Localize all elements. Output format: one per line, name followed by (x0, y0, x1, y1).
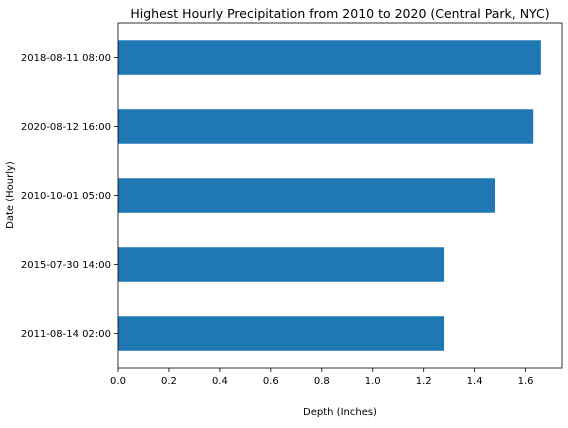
x-tick-label: 0.4 (212, 376, 228, 387)
x-tick-label: 0.0 (110, 376, 126, 387)
x-tick-label: 1.4 (467, 376, 483, 387)
x-tick-label: 1.6 (518, 376, 534, 387)
y-tick-label: 2018-08-11 08:00 (21, 53, 111, 64)
x-tick-label: 1.0 (365, 376, 381, 387)
y-tick-label: 2010-10-01 05:00 (21, 191, 111, 202)
y-axis: 2018-08-11 08:00 2020-08-12 16:00 2010-10-… (21, 53, 118, 340)
y-tick-label: 2011-08-14 02:00 (21, 329, 111, 340)
x-tick-label: 1.2 (416, 376, 432, 387)
bar (118, 109, 534, 144)
plot-frame (117, 22, 563, 369)
bar (118, 40, 541, 75)
y-tick-label: 2015-07-30 14:00 (21, 260, 111, 271)
bar (118, 316, 445, 351)
bar (118, 178, 496, 213)
bar (118, 247, 445, 282)
x-tick-label: 0.6 (263, 376, 279, 387)
x-axis: 0.0 0.2 0.4 0.6 0.8 1.0 1.2 1.4 1.6 (110, 368, 534, 387)
y-tick-label: 2020-08-12 16:00 (21, 122, 111, 133)
x-axis-label: Depth (Inches) (303, 407, 377, 418)
x-tick-label: 0.2 (161, 376, 177, 387)
y-axis-label: Date (Hourly) (5, 161, 16, 229)
x-tick-label: 0.8 (314, 376, 330, 387)
chart-title: Highest Hourly Precipitation from 2010 t… (130, 6, 549, 21)
bars-layer (118, 40, 541, 351)
